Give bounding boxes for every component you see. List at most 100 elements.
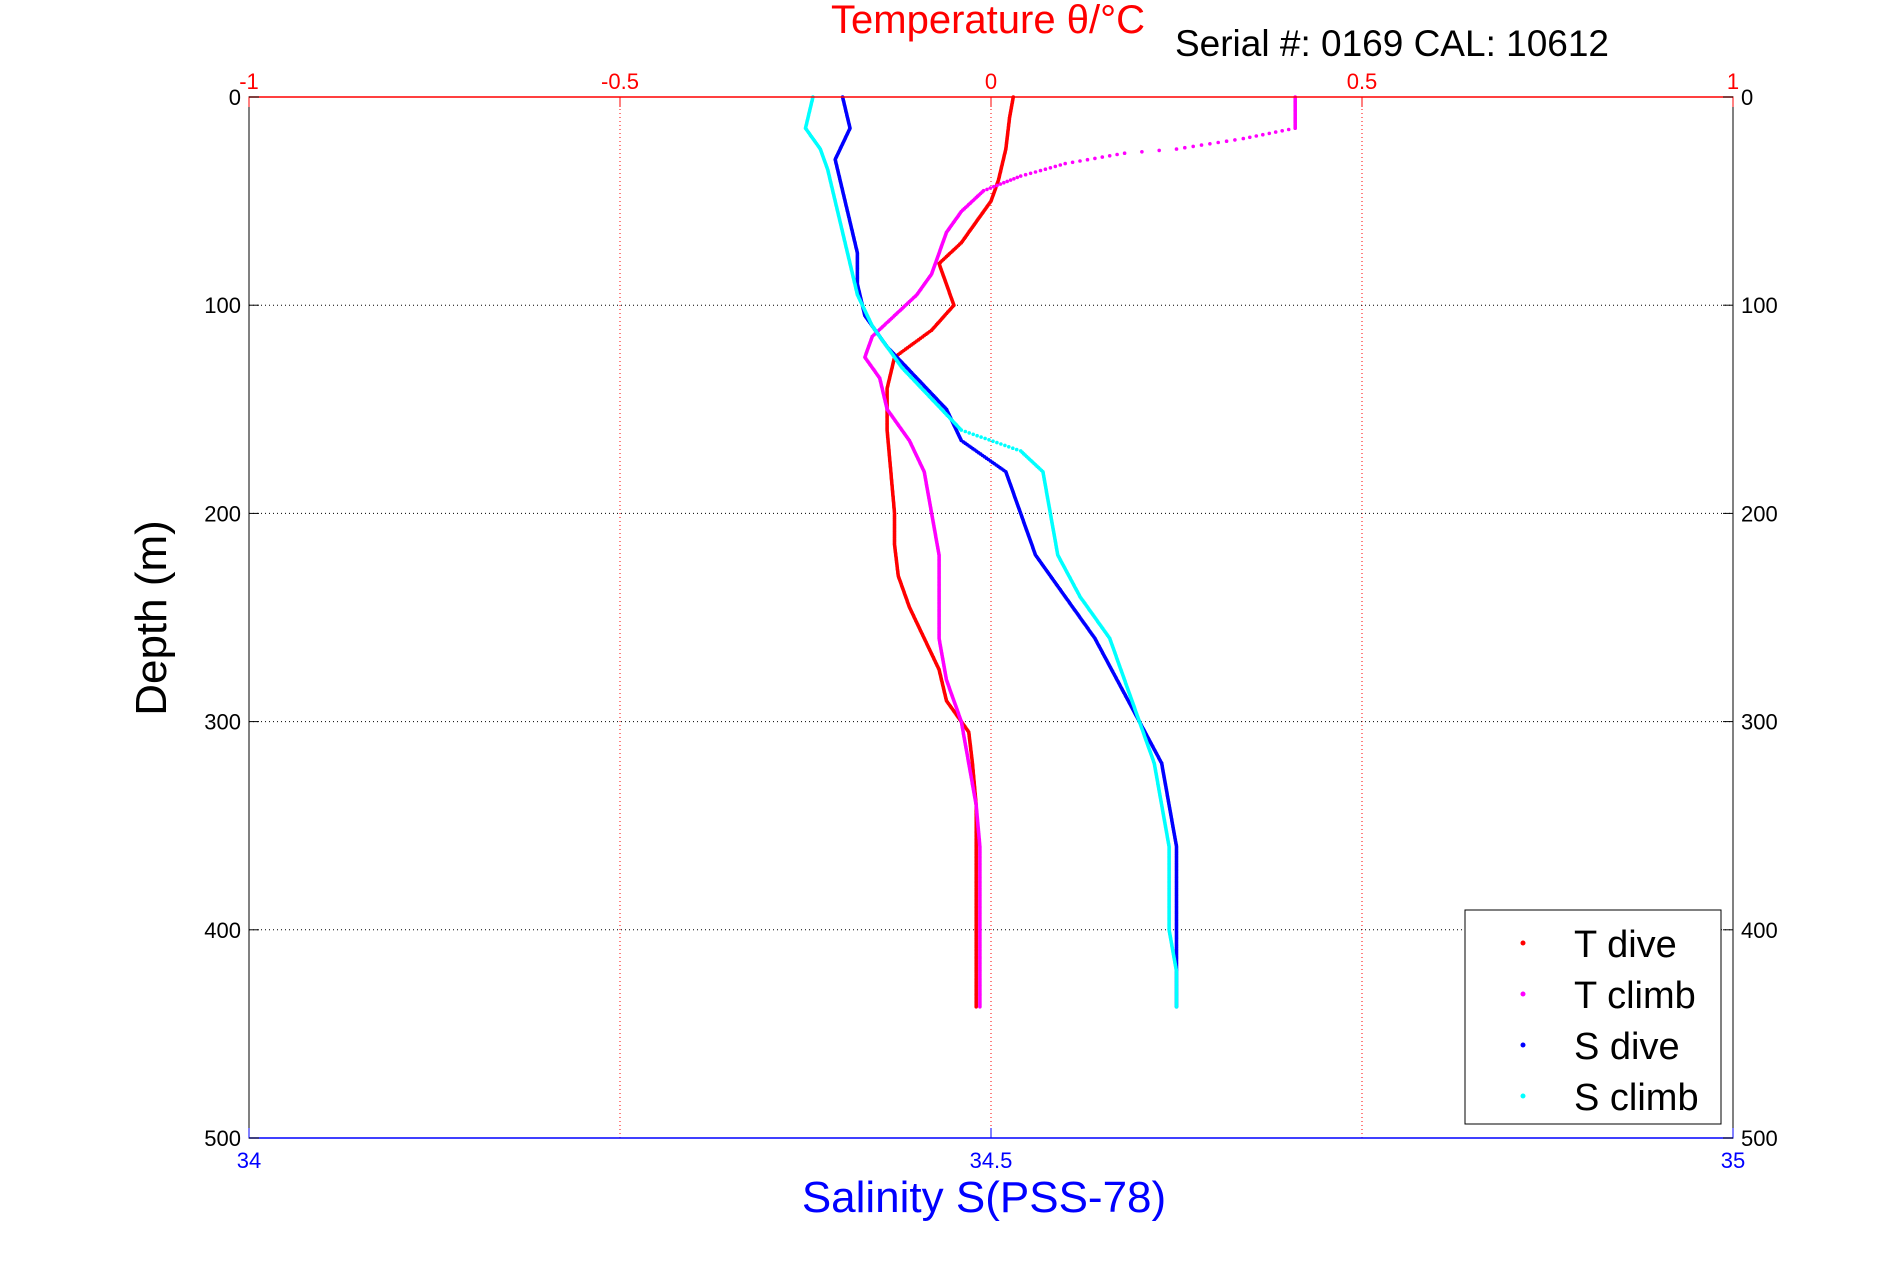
bottom-tick-label: 35 (1721, 1148, 1745, 1173)
data-point (974, 1005, 978, 1009)
data-point (1028, 171, 1033, 176)
data-point (983, 436, 987, 441)
right-tick-label: 100 (1741, 293, 1778, 318)
data-point (998, 182, 1003, 186)
data-point (1015, 175, 1020, 180)
data-point (1012, 177, 1016, 181)
legend-label: T dive (1574, 924, 1677, 966)
data-point (1183, 145, 1187, 150)
data-point (1261, 132, 1265, 137)
data-point (995, 183, 999, 188)
right-tick-label: 0 (1741, 85, 1753, 110)
data-point (1033, 170, 1038, 174)
left-tick-label: 0 (229, 85, 241, 110)
left-tick-label: 300 (204, 710, 241, 735)
data-point (1023, 172, 1028, 177)
data-point (1174, 1005, 1179, 1009)
legend-box (1464, 909, 1722, 1125)
right-tick-label: 200 (1741, 501, 1778, 526)
left-tick-label: 500 (204, 1126, 241, 1151)
data-point (1224, 139, 1229, 143)
data-point (967, 431, 971, 435)
data-points (803, 95, 1297, 1009)
bottom-tick-label: 34.5 (970, 1148, 1013, 1173)
data-point (991, 439, 995, 444)
data-point (1107, 154, 1112, 158)
data-point (1233, 138, 1237, 142)
data-point (1273, 130, 1278, 134)
data-point (1014, 447, 1019, 452)
data-point (1267, 131, 1272, 136)
right-tick-label: 300 (1741, 710, 1778, 735)
data-point (1058, 163, 1063, 167)
legend-marker (1520, 991, 1526, 997)
data-point (1063, 161, 1067, 166)
data-point (1078, 159, 1082, 163)
data-point (971, 432, 975, 437)
data-point (1018, 174, 1023, 178)
data-point (1003, 443, 1007, 448)
legend-label: T climb (1574, 975, 1696, 1017)
data-point (1199, 143, 1204, 147)
data-point (999, 442, 1003, 446)
data-point (1115, 152, 1119, 157)
data-point (1248, 135, 1252, 140)
data-point (1254, 134, 1259, 138)
series-t-dive (885, 95, 1016, 1009)
data-point (995, 440, 999, 445)
data-point (1286, 127, 1291, 132)
data-point (1100, 155, 1105, 159)
data-point (1216, 140, 1220, 145)
data-point (1008, 178, 1013, 182)
data-point (991, 184, 996, 189)
legend: T dive T climb S dive S climb (1464, 909, 1722, 1125)
legend-marker (1520, 940, 1526, 946)
data-point (959, 428, 964, 432)
series-t-climb (863, 95, 1297, 1009)
y-axis-label: Depth (m) (127, 520, 176, 716)
data-point (1005, 179, 1009, 184)
data-point (1011, 446, 1015, 451)
data-point (1007, 445, 1011, 449)
data-point (978, 1005, 982, 1009)
data-point (1002, 180, 1006, 185)
data-point (1048, 166, 1053, 170)
serial-label: Serial #: 0169 CAL: 10612 (1175, 23, 1609, 64)
data-point (1241, 136, 1246, 141)
data-point (987, 438, 991, 442)
top-tick-label: 1 (1727, 69, 1739, 94)
data-point (1293, 126, 1297, 130)
chart-title: Temperature θ/°C (831, 0, 1145, 42)
data-point (1122, 151, 1127, 155)
top-tick-label: -0.5 (601, 69, 639, 94)
data-point (979, 435, 983, 439)
data-point (1280, 129, 1284, 133)
legend-label: S dive (1574, 1026, 1680, 1068)
data-point (1191, 144, 1195, 149)
legend-label: S climb (1574, 1077, 1699, 1119)
top-tick-label: -1 (239, 69, 259, 94)
data-point (1157, 148, 1161, 153)
top-tick-label: 0 (985, 69, 997, 94)
data-point (1093, 156, 1097, 161)
top-tick-label: 0.5 (1347, 69, 1378, 94)
axes: -1 -0.5 0 0.5 1 34 34.5 35 0 0 100 100 200 200 300 300 4… (204, 69, 1777, 1173)
data-point (1038, 168, 1043, 173)
series-s-climb (803, 95, 1179, 1009)
right-tick-label: 400 (1741, 918, 1778, 943)
data-point (1085, 157, 1090, 162)
data-point (1140, 150, 1144, 154)
x-axis-label: Salinity S(PSS-78) (802, 1173, 1166, 1222)
data-point (988, 186, 993, 190)
data-point (1070, 160, 1075, 165)
data-point (975, 433, 979, 438)
data-point (1174, 147, 1179, 151)
legend-marker (1520, 1093, 1526, 1099)
bottom-tick-label: 34 (237, 1148, 261, 1173)
data-point (985, 187, 989, 192)
right-tick-label: 500 (1741, 1126, 1778, 1151)
data-point (1043, 167, 1048, 171)
data-point (1053, 164, 1058, 169)
legend-marker (1520, 1042, 1526, 1048)
